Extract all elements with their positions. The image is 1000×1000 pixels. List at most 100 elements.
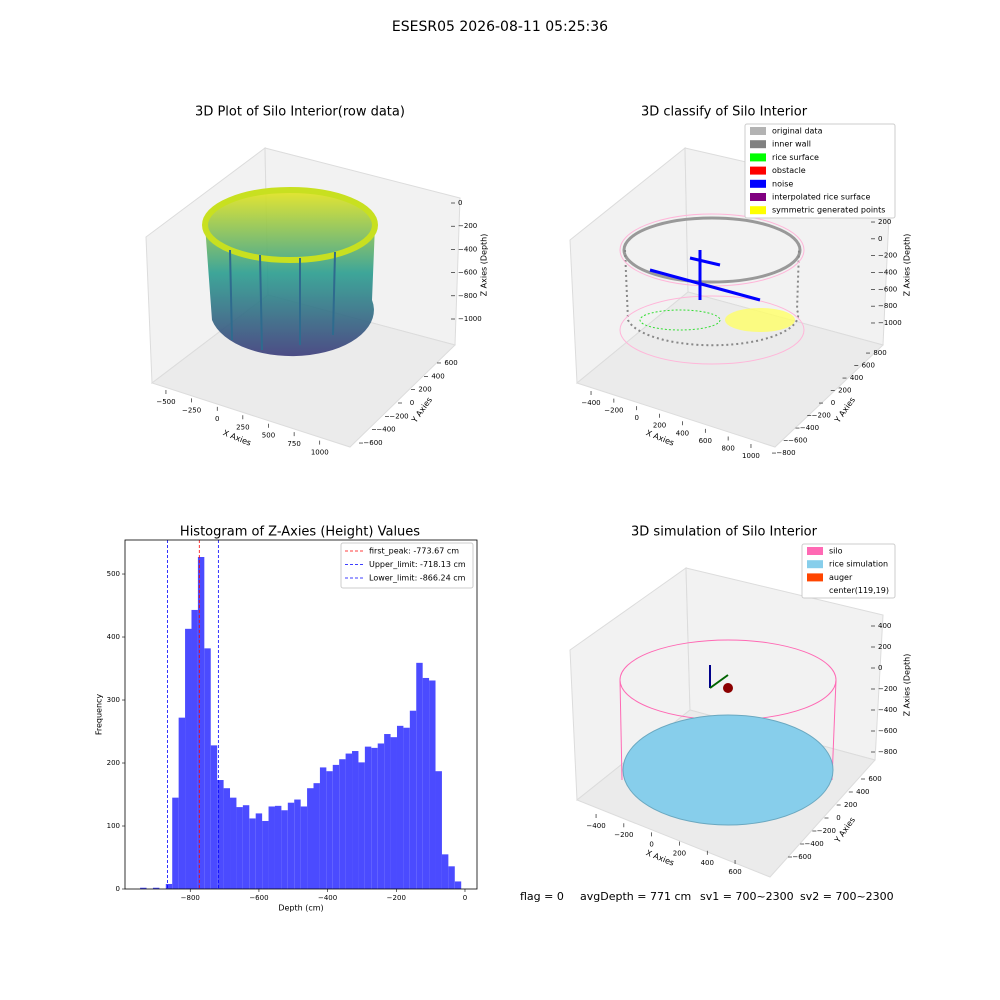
bar [172,797,179,889]
bar [140,887,147,889]
x-tick-label: 1000 [742,452,760,460]
y-tick-label: 600 [862,362,875,370]
legend-label: original data [772,127,823,136]
footer-text: avgDepth = 771 cm [580,890,691,903]
y-tick-label: 0 [836,814,840,822]
bar [454,881,462,889]
y-tick-label: 300 [107,696,120,704]
z-axis-label: Z Axies (Depth) [903,234,912,297]
bar [197,557,205,889]
y-tick-label: −400 [376,426,395,434]
y-tick-label: 100 [107,822,120,830]
legend-label: inner wall [772,140,811,149]
y-tick-label: 400 [856,788,869,796]
z-tick-label: −400 [878,269,897,277]
legend-swatch [750,127,766,135]
y-axis-label: Frequency [95,694,104,736]
x-axis-label: X Axies [645,848,676,867]
bar [409,710,417,889]
bar [390,737,397,889]
z-tick-label: −1000 [458,315,482,323]
x-tick-label: 750 [287,440,300,448]
y-tick-label: 200 [844,801,857,809]
bar [429,680,436,889]
bar [287,802,295,889]
legend-label: noise [772,179,793,188]
z-tick-label: −200 [458,222,477,230]
z-tick-label: −600 [878,285,897,293]
x-tick-label: 600 [699,437,712,445]
legend-label: rice surface [772,153,819,162]
bar [339,759,346,889]
x-tick-label: −600 [249,894,268,902]
z-tick-label: −800 [458,292,477,300]
bar [294,799,301,889]
silo-cloud [202,187,378,357]
legend-box [801,543,896,599]
y-tick-label: 600 [868,775,881,783]
x-tick-label: −200 [604,407,623,415]
legend-swatch [750,153,766,162]
y-tick-label: −600 [792,853,811,861]
bar [242,805,250,889]
plot-frame [124,539,478,890]
x-tick-label: 800 [721,444,734,452]
y-tick-label: 800 [873,349,886,357]
x-axis-label: X Axies [645,428,676,447]
x-tick-label: 250 [236,423,249,431]
y-tick-label: 0 [831,399,835,407]
bar [448,866,455,889]
bar [307,788,314,889]
legend-swatch [807,573,823,582]
x-tick-label: 200 [673,850,686,858]
z-tick-label: −400 [878,706,897,714]
x-tick-label: −200 [387,894,406,902]
z-tick-label: −200 [878,685,897,693]
footer-text: flag = 0 [520,890,564,903]
z-tick-label: −200 [878,252,897,260]
simulation-cloud [619,639,837,826]
x-tick-label: 400 [701,859,714,867]
z-tick-label: 200 [878,218,891,226]
y-tick-label: 200 [418,386,431,394]
z-tick-label: −1000 [878,319,902,327]
z-tick-label: 0 [458,199,462,207]
z-axis-label: Z Axies (Depth) [903,654,912,717]
bar [403,727,410,889]
legend-label: Upper_limit: -718.13 cm [369,560,466,569]
z-tick-label: 200 [878,643,891,651]
x-tick-label: −400 [318,894,337,902]
x-tick-label: 0 [649,840,653,848]
bar [416,662,423,889]
bar [152,887,160,889]
x-tick-label: 0 [215,415,219,423]
y-tick-label: 200 [838,387,851,395]
bar [249,818,256,889]
panel-title: 3D simulation of Silo Interior [631,525,818,540]
x-axis-label: Depth (cm) [278,904,323,913]
bar [255,813,263,889]
plots: 3D Plot of Silo Interior(row data) −500 −2… [95,105,912,913]
bar [422,677,430,889]
x-tick-label: 400 [676,429,689,437]
legend-swatch [750,179,766,188]
x-tick-label: 600 [728,868,741,876]
bar [358,762,365,889]
bar [377,743,385,889]
y-tick-label: 200 [107,759,120,767]
legend-label: rice simulation [829,560,888,569]
x-tick-label: −500 [156,398,175,406]
legend-label: center(119,19) [829,586,889,595]
bar [185,628,192,889]
legend-label: Lower_limit: -866.24 cm [369,574,466,583]
z-tick-label: 0 [878,664,882,672]
y-tick-label: 400 [431,372,444,380]
bar [236,807,243,889]
panel-title: 3D Plot of Silo Interior(row data) [195,105,405,120]
y-axis-label: Y Axies [832,396,857,426]
panel-title: 3D classify of Silo Interior [641,105,808,120]
bar [178,717,186,889]
bar [217,780,224,889]
y-tick-label: −800 [776,449,795,457]
x-tick-label: 200 [653,422,666,430]
